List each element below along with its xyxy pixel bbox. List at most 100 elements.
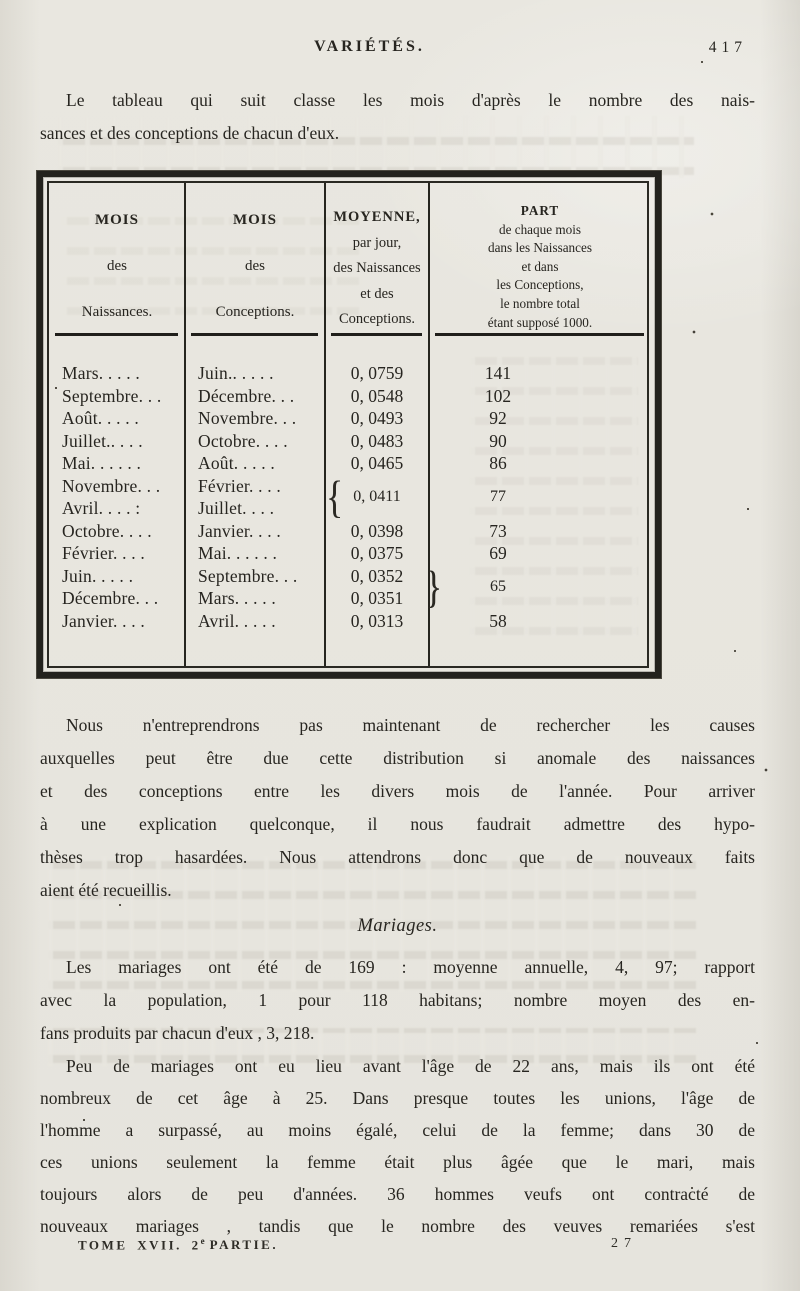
text-line: Peu de mariages ont eu lieu avant l'âge … — [66, 1056, 755, 1076]
merged-value: 65 — [490, 578, 506, 595]
intro-paragraph: Le tableau qui suit classe les mois d'ap… — [40, 84, 755, 150]
table-ornate-border: MOIS des Naissances. MOIS des Conception… — [37, 171, 661, 678]
table-cell: Septembre. . . — [62, 385, 162, 406]
merged-value: 0, 0411 — [353, 488, 401, 505]
column-header-mois-conceptions: MOIS des Conceptions. — [185, 183, 325, 335]
table-cell: Août. . . . . — [62, 408, 139, 428]
running-header-title: VARIÉTÉS. — [314, 38, 425, 55]
header-line: de chaque mois — [498, 221, 582, 237]
running-head: VARIÉTÉS. 417 — [40, 38, 755, 62]
table-cell: Février. . . . — [198, 475, 281, 496]
table-header-row: MOIS des Naissances. MOIS des Conception… — [49, 183, 647, 333]
header-line: et dans — [521, 258, 559, 274]
header-line: MOIS — [94, 212, 139, 228]
table-cell: Mars. . . . . — [198, 588, 276, 608]
body-paragraph: Nous n'entreprendrons pas maintenant de … — [40, 709, 755, 907]
table-cell: Novembre. . . — [62, 475, 161, 496]
table-cell: 0, 0493 — [350, 408, 404, 428]
table-cell: 0, 0398 — [350, 520, 404, 541]
header-separator — [49, 333, 647, 336]
header-line: les Conceptions, — [496, 277, 584, 293]
table-cell: Août. . . . . — [198, 453, 275, 473]
brace-close-glyph: } — [425, 562, 443, 612]
text-line: l'homme a surpassé, au moins égalé, celu… — [40, 1120, 755, 1140]
header-line: des — [107, 258, 127, 274]
column-header-part: PART de chaque mois dans les Naissances … — [429, 183, 651, 335]
table-cell: Juin. . . . . — [62, 565, 134, 586]
moyenne-values-column: 0, 0759 0, 0548 0, 0493 0, 0483 0, 0465 … — [325, 362, 429, 632]
header-line: MOIS — [232, 212, 277, 228]
text-line: auxquelles peut être due cette distribut… — [40, 748, 755, 768]
column-divider — [184, 183, 186, 666]
table-cell: Octobre. . . . — [198, 430, 288, 451]
text-line: Les mariages ont été de 169 : moyenne an… — [66, 957, 755, 977]
table-cell: Avril. . . . : — [62, 498, 141, 518]
header-line: par jour, — [352, 234, 402, 251]
header-line: des Naissances — [333, 260, 421, 277]
header-line: des — [245, 258, 265, 274]
text-line: avec la population, 1 pour 118 habitans;… — [40, 990, 755, 1010]
header-line: Conceptions. — [338, 311, 416, 328]
partie-text: PARTIE. — [209, 1237, 279, 1253]
table-cell: Mai. . . . . . — [62, 453, 142, 473]
section-heading-mariages: Mariages. — [357, 916, 438, 936]
table-cell: Mai. . . . . . — [198, 543, 278, 563]
table-cell: 0, 0351 — [350, 588, 404, 608]
text-line: sances et des conceptions de chacun d'eu… — [40, 123, 340, 143]
brace-open-glyph: { — [326, 472, 344, 522]
text-line: nombreux de cet âge à 25. Dans presque t… — [40, 1088, 755, 1108]
text-line: toujours alors de peu d'années. 36 homme… — [40, 1184, 755, 1204]
months-conceptions-column: Juin.. . . . . Décembre. . . Novembre. .… — [185, 362, 325, 632]
table-cell: 69 — [489, 543, 507, 563]
table-cell: Avril. . . . . — [198, 610, 276, 631]
tome-text: TOME XVII. 2 — [78, 1237, 201, 1253]
table-cell: Décembre. . . — [62, 588, 159, 608]
column-divider — [324, 183, 326, 666]
page-footer: TOME XVII. 2e PARTIE. 27 — [40, 1236, 755, 1253]
table-cell: Septembre. . . — [198, 565, 298, 586]
tome-superscript: e — [200, 1236, 205, 1246]
header-line: Naissances. — [81, 304, 153, 320]
body-paragraph: Peu de mariages ont eu lieu avant l'âge … — [40, 1050, 755, 1242]
table-cell: Juillet.. . . . — [62, 430, 143, 451]
table-cell: 86 — [489, 453, 507, 473]
table-cell: 90 — [489, 430, 507, 451]
table-cell: 0, 0375 — [350, 543, 404, 563]
body-paragraph: Les mariages ont été de 169 : moyenne an… — [40, 951, 755, 1050]
table-cell: Mars. . . . . — [62, 363, 140, 383]
merged-value: 77 — [490, 488, 506, 505]
table-cell-merged: { 0, 0411 — [325, 475, 429, 520]
sheet-signature-number: 27 — [611, 1236, 637, 1251]
column-divider — [428, 183, 430, 666]
text-line: nouveaux mariages , tandis que le nombre… — [40, 1216, 755, 1236]
table-cell: Janvier. . . . — [198, 520, 281, 541]
text-line: thèses trop hasardées. Nous attendrons d… — [40, 847, 755, 867]
table-cell: Juin.. . . . . — [198, 363, 274, 383]
text-line: fans produits par chacun d'eux , 3, 218. — [40, 1023, 315, 1043]
table-cell: 0, 0352 — [350, 565, 404, 586]
text-line: à une explication quelconque, il nous fa… — [40, 814, 755, 834]
months-naissances-column: Mars. . . . . Septembre. . . Août. . . .… — [49, 362, 185, 632]
table-cell: 0, 0759 — [350, 363, 404, 383]
page-number: 417 — [708, 39, 747, 56]
header-line: étant supposé 1000. — [487, 314, 593, 330]
table-cell: Décembre. . . — [198, 385, 295, 406]
table-cell: Juillet. . . . — [198, 498, 275, 518]
header-line: PART — [520, 203, 560, 218]
column-header-mois-naissances: MOIS des Naissances. — [49, 183, 185, 335]
tome-signature: TOME XVII. 2e PARTIE. — [40, 1236, 278, 1253]
column-header-moyenne: MOYENNE, par jour, des Naissances et des… — [325, 183, 429, 335]
part-values-column: 141 102 92 90 86 77 73 69 } 65 — [425, 362, 651, 632]
table-cell: 0, 0313 — [350, 610, 404, 631]
text-line: Nous n'entreprendrons pas maintenant de … — [66, 715, 755, 735]
table-cell: 102 — [484, 385, 512, 406]
text-line: aient été recueillis. — [40, 880, 172, 900]
table-cell: 58 — [489, 610, 507, 631]
table-cell-merged: 77 — [429, 475, 567, 520]
table-cell: 141 — [484, 363, 512, 383]
text-line: ces unions seulement la femme était plus… — [40, 1152, 755, 1172]
table-cell: Février. . . . — [62, 543, 145, 563]
text-line: et des conceptions entre les divers mois… — [40, 781, 755, 801]
table-cell: Janvier. . . . — [62, 610, 145, 631]
